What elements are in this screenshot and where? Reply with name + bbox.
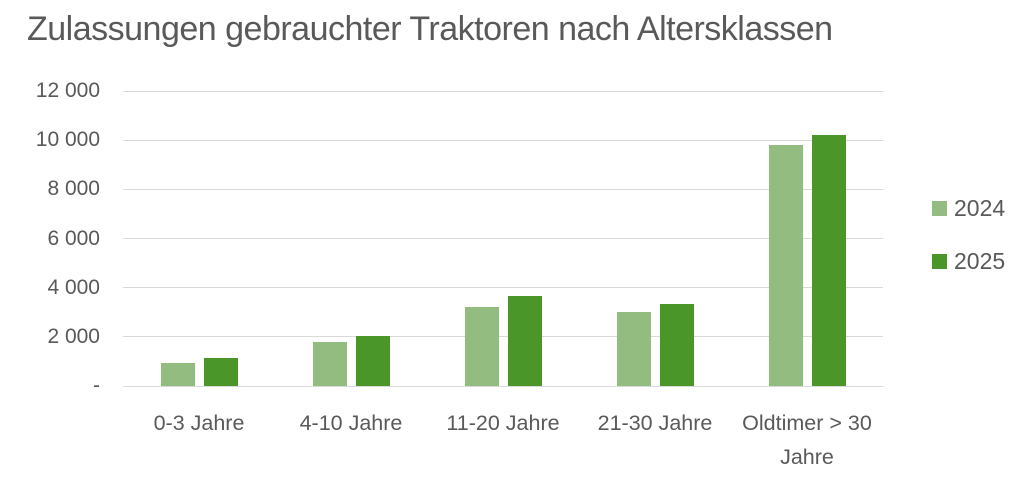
legend-swatch-2024-icon — [932, 201, 947, 216]
y-axis-tick-label: 2 000 — [47, 324, 100, 348]
y-axis-tick-label: 12 000 — [35, 79, 100, 102]
gridline — [123, 238, 883, 239]
gridline — [123, 336, 883, 338]
gridline — [123, 188, 883, 190]
y-axis-tick-label: 4 000 — [47, 275, 100, 299]
bar-2025-4-10-jahre — [355, 335, 390, 386]
gridline — [123, 90, 883, 92]
x-axis-category-label: 4-10 Jahre — [299, 411, 403, 435]
y-axis-tick-label: 10 000 — [35, 128, 100, 152]
gridline — [123, 287, 883, 289]
chart-title: Zulassungen gebrauchter Traktoren nach A… — [27, 10, 833, 48]
x-axis-category-label: 11-20 Jahre — [446, 411, 560, 435]
bar-2024-21-30-jahre — [616, 312, 651, 386]
legend-label-2024: 2024 — [954, 195, 1006, 221]
legend: 2024 2025 — [932, 196, 1005, 302]
bar-2024-0-3-jahre — [160, 362, 195, 386]
y-axis-tick-label: 8 000 — [47, 177, 100, 201]
y-axis-tick-label: 6 000 — [47, 226, 100, 250]
bar-2025-oldtimer-30-jahre — [811, 135, 846, 386]
gridline — [123, 139, 883, 141]
x-axis-category-label: Oldtimer > 30 Jahre — [742, 411, 872, 469]
legend-swatch-2025-icon — [932, 254, 947, 269]
bar-2024-oldtimer-30-jahre — [768, 145, 803, 386]
bar-2025-11-20-jahre — [507, 296, 542, 386]
legend-item-2024: 2024 — [932, 196, 1005, 221]
x-axis-category-label: 21-30 Jahre — [597, 411, 713, 435]
gridline — [123, 385, 883, 387]
bar-2025-0-3-jahre — [203, 357, 238, 386]
bar-2024-4-10-jahre — [312, 341, 347, 386]
y-axis-tick-label: - — [93, 374, 100, 397]
legend-label-2025: 2025 — [954, 248, 1006, 274]
bar-2025-21-30-jahre — [659, 303, 694, 386]
x-axis-category-label: 0-3 Jahre — [153, 411, 245, 435]
legend-item-2025: 2025 — [932, 249, 1005, 274]
bar-2024-11-20-jahre — [464, 307, 499, 386]
